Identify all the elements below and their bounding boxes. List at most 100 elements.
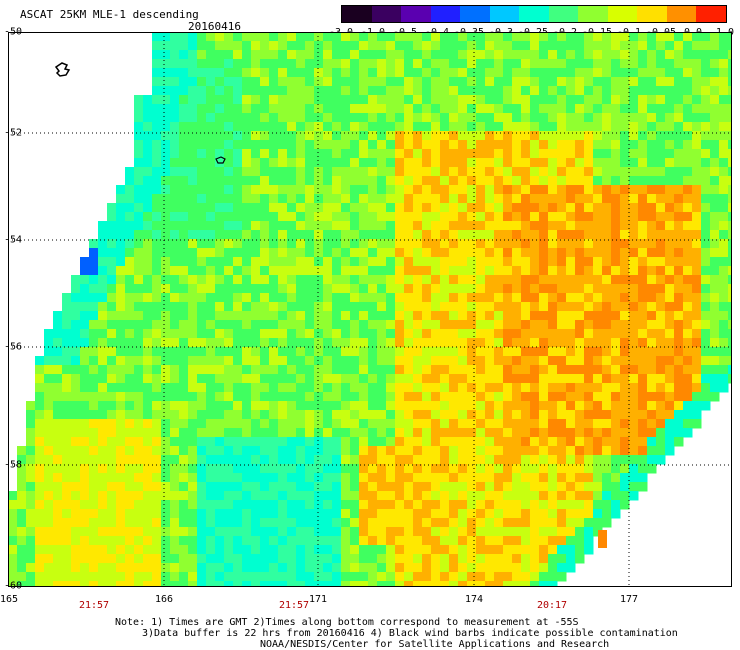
swath-cell: [413, 266, 423, 276]
swath-cell: [179, 374, 189, 384]
swath-cell: [296, 527, 306, 537]
swath-cell: [647, 356, 657, 366]
swath-cell: [665, 374, 675, 384]
swath-cell: [485, 572, 495, 582]
swath-cell: [269, 293, 279, 303]
swath-cell: [62, 365, 72, 375]
swath-cell: [683, 392, 693, 402]
swath-cell: [530, 302, 540, 312]
swath-cell: [548, 50, 558, 60]
swath-cell: [215, 239, 225, 249]
swath-cell: [305, 122, 315, 132]
swath-cell: [26, 401, 36, 411]
swath-cell: [116, 293, 126, 303]
swath-cell: [575, 545, 585, 555]
swath-cell: [593, 248, 603, 258]
swath-cell: [323, 455, 333, 465]
swath-cell: [143, 446, 153, 456]
swath-cell: [395, 32, 405, 42]
swath-cell: [44, 410, 54, 420]
swath-cell: [44, 545, 54, 555]
swath-cell: [602, 428, 612, 438]
swath-cell: [674, 176, 684, 186]
swath-cell: [476, 527, 486, 537]
swath-cell: [188, 113, 198, 123]
swath-cell: [287, 104, 297, 114]
swath-cell: [179, 500, 189, 510]
swath-cell: [422, 221, 432, 231]
swath-cell: [584, 149, 594, 159]
swath-cell: [188, 437, 198, 447]
swath-cell: [17, 509, 27, 519]
swath-cell: [584, 428, 594, 438]
swath-cell: [431, 554, 441, 564]
swath-cell: [368, 185, 378, 195]
swath-cell: [350, 455, 360, 465]
swath-cell: [260, 284, 270, 294]
swath-cell: [152, 437, 162, 447]
swath-cell: [44, 518, 54, 528]
swath-cell: [341, 167, 351, 177]
swath-cell: [287, 230, 297, 240]
swath-cell: [179, 122, 189, 132]
swath-cell: [647, 383, 657, 393]
swath-cell: [539, 554, 549, 564]
swath-cell: [701, 122, 711, 132]
swath-cell: [683, 149, 693, 159]
swath-cell: [152, 203, 162, 213]
swath-cell: [584, 293, 594, 303]
swath-cell: [314, 41, 324, 51]
swath-cell: [404, 527, 414, 537]
swath-cell: [107, 275, 117, 285]
swath-cell: [314, 293, 324, 303]
swath-cell: [359, 95, 369, 105]
swath-cell: [665, 203, 675, 213]
swath-cell: [332, 158, 342, 168]
swath-cell: [530, 365, 540, 375]
swath-cell: [611, 266, 621, 276]
swath-cell: [251, 167, 261, 177]
swath-cell: [683, 176, 693, 186]
swath-cell: [440, 284, 450, 294]
swath-cell: [143, 185, 153, 195]
swath-cell: [665, 311, 675, 321]
swath-cell: [143, 365, 153, 375]
swath-cell: [386, 518, 396, 528]
swath-cell: [350, 32, 360, 42]
swath-cell: [98, 437, 108, 447]
swath-cell: [404, 581, 414, 587]
swath-cell: [575, 410, 585, 420]
swath-cell: [593, 113, 603, 123]
swath-cell: [197, 572, 207, 582]
swath-cell: [215, 374, 225, 384]
swath-cell: [125, 428, 135, 438]
swath-cell: [377, 428, 387, 438]
swath-cell: [440, 32, 450, 42]
swath-cell: [251, 464, 261, 474]
swath-cell: [368, 356, 378, 366]
swath-cell: [386, 266, 396, 276]
swath-cell: [530, 203, 540, 213]
swath-cell: [566, 491, 576, 501]
swath-cell: [260, 338, 270, 348]
swath-cell: [593, 50, 603, 60]
swath-cell: [494, 554, 504, 564]
swath-cell: [377, 248, 387, 258]
swath-cell: [53, 374, 63, 384]
swath-cell: [467, 257, 477, 267]
swath-cell: [557, 473, 567, 483]
swath-cell: [269, 113, 279, 123]
swath-cell: [62, 383, 72, 393]
swath-cell: [107, 464, 117, 474]
swath-cell: [467, 563, 477, 573]
swath-cell: [404, 356, 414, 366]
swath-cell: [242, 284, 252, 294]
swath-cell: [629, 293, 639, 303]
swath-cell: [467, 365, 477, 375]
swath-cell: [647, 176, 657, 186]
swath-cell: [422, 473, 432, 483]
swath-cell: [233, 122, 243, 132]
swath-cell: [125, 320, 135, 330]
swath-cell: [431, 320, 441, 330]
swath-cell: [395, 122, 405, 132]
